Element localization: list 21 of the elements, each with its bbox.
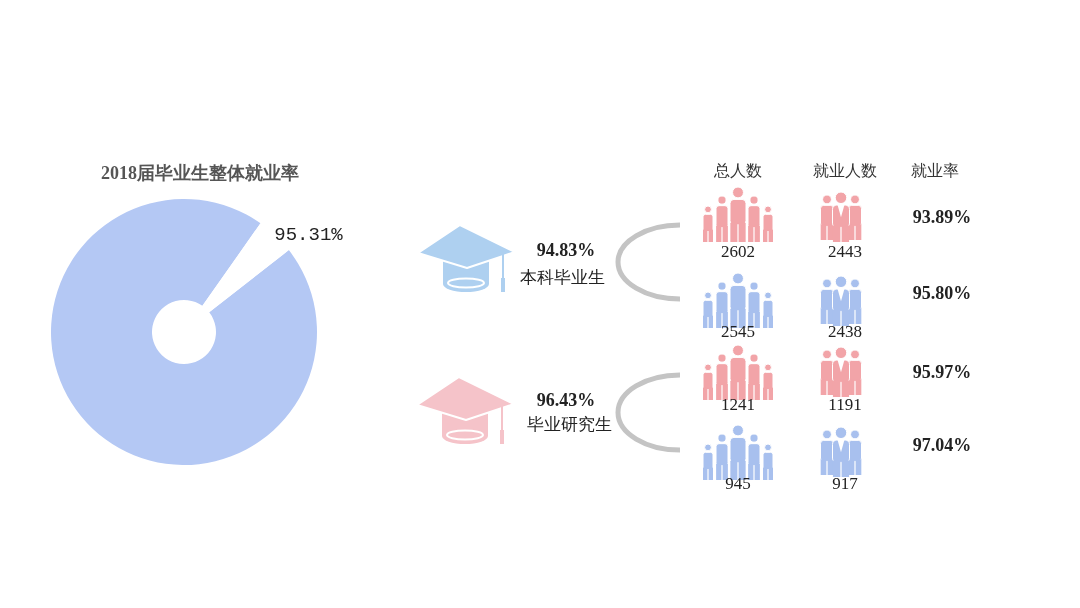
text: 就业率 bbox=[911, 161, 959, 179]
text: 总人数 bbox=[713, 161, 762, 179]
text: 97.04% bbox=[912, 435, 972, 455]
text: 917 bbox=[832, 473, 859, 493]
text: 2443 bbox=[828, 241, 862, 261]
text: 94.83% bbox=[536, 240, 596, 260]
chart-title: 2018届毕业生整体就业率 bbox=[101, 163, 299, 183]
text: 2545 bbox=[721, 321, 755, 341]
text: 1191 bbox=[828, 394, 862, 414]
text: 95.97% bbox=[912, 362, 972, 382]
text: 96.43% bbox=[536, 390, 596, 410]
text: 毕业研究生 bbox=[526, 414, 612, 434]
text: 2438 bbox=[828, 321, 862, 341]
text: 1241 bbox=[721, 394, 755, 414]
data-label: 95.31% bbox=[274, 223, 344, 246]
text: 2602 bbox=[721, 241, 755, 261]
text: 93.89% bbox=[912, 207, 972, 227]
text: 945 bbox=[725, 473, 751, 493]
text: 95.80% bbox=[912, 283, 972, 303]
text: 本科毕业生 bbox=[519, 267, 605, 287]
text: 就业人数 bbox=[813, 161, 877, 179]
